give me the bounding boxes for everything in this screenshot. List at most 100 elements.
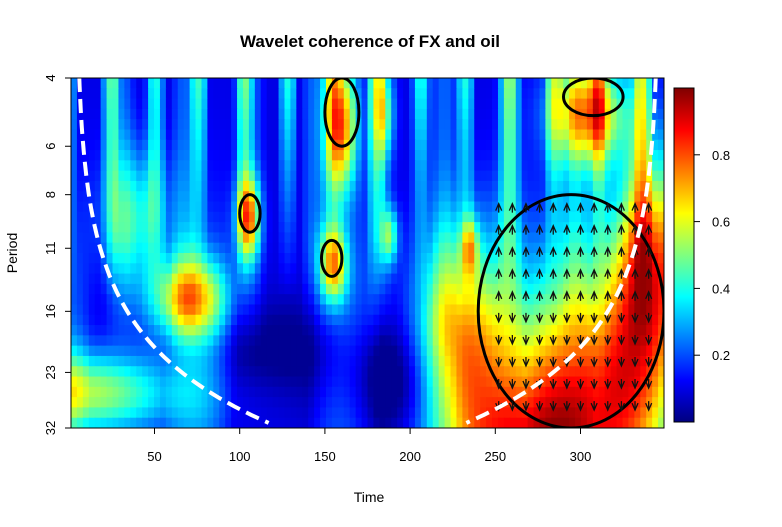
heatmap-cell (533, 129, 541, 141)
heatmap-cell (438, 325, 446, 336)
heatmap-cell (106, 242, 114, 254)
heatmap-cell (124, 191, 131, 203)
heatmap-cell (189, 232, 197, 244)
heatmap-cell (349, 201, 357, 213)
heatmap-cell (474, 160, 481, 172)
heatmap-cell (592, 366, 600, 378)
heatmap-cell (337, 325, 345, 336)
heatmap-cell (468, 376, 475, 388)
heatmap-cell (308, 150, 315, 161)
heatmap-cell (142, 242, 149, 254)
heatmap-cell (100, 160, 108, 172)
heatmap-cell (183, 242, 191, 254)
heatmap-cell (94, 160, 102, 172)
heatmap-cell (403, 407, 410, 419)
heatmap-cell (492, 191, 499, 203)
heatmap-cell (373, 386, 380, 398)
heatmap-cell (225, 407, 232, 419)
heatmap-cell (260, 294, 268, 306)
heatmap-cell (622, 201, 630, 213)
heatmap-cell (569, 376, 576, 388)
heatmap-cell (130, 180, 137, 192)
heatmap-cell (462, 170, 469, 182)
heatmap-cell (545, 139, 552, 151)
heatmap-cell (308, 139, 315, 151)
heatmap-cell (177, 376, 185, 388)
heatmap-cell (189, 88, 197, 100)
heatmap-cell (290, 150, 297, 161)
heatmap-cell (397, 222, 404, 234)
heatmap-cell (320, 325, 327, 336)
phase-arrow (508, 401, 516, 412)
heatmap-cell (551, 386, 558, 398)
heatmap-cell (201, 376, 208, 388)
heatmap-cell (634, 273, 641, 285)
heatmap-cell (136, 253, 143, 264)
heatmap-cell (142, 345, 149, 357)
heatmap-cell (88, 263, 96, 275)
heatmap-cell (225, 88, 232, 100)
heatmap-cell (183, 417, 191, 428)
heatmap-cell (231, 325, 238, 336)
heatmap-cell (355, 222, 363, 234)
heatmap-cell (391, 273, 398, 285)
phase-arrow (549, 379, 557, 390)
significance-contour-4 (238, 193, 262, 234)
heatmap-cell (278, 345, 286, 357)
heatmap-cell (557, 294, 564, 306)
heatmap-cell (450, 191, 458, 203)
heatmap-cell (450, 211, 458, 223)
heatmap-cell (438, 314, 446, 326)
heatmap-cell (296, 211, 303, 223)
heatmap-cell (622, 222, 630, 234)
heatmap-cell (569, 88, 576, 100)
heatmap-cell (373, 263, 380, 275)
heatmap-cell (100, 150, 108, 161)
colorbar-tick-label: 0.2 (712, 348, 730, 363)
heatmap-cell (610, 98, 618, 110)
heatmap-cell (580, 294, 588, 306)
heatmap-cell (76, 335, 84, 347)
heatmap-cell (409, 253, 416, 264)
heatmap-cell (598, 355, 606, 367)
heatmap-cell (557, 98, 564, 110)
heatmap-cell (480, 222, 487, 234)
heatmap-cell (231, 376, 238, 388)
heatmap-cell (219, 366, 226, 378)
heatmap-cell (438, 191, 446, 203)
heatmap-cell (604, 407, 612, 419)
heatmap-cell (302, 253, 309, 264)
heatmap-cell (658, 253, 664, 264)
heatmap-cell (112, 170, 120, 182)
heatmap-cell (130, 232, 137, 244)
heatmap-cell (586, 386, 594, 398)
heatmap-cell (646, 407, 653, 419)
heatmap-cell (521, 119, 529, 131)
heatmap-cell (409, 160, 416, 172)
heatmap-cell (112, 139, 120, 151)
heatmap-cell (652, 170, 659, 182)
phase-arrow (590, 356, 598, 368)
y-tick-label: 11 (43, 242, 58, 256)
heatmap-cell (586, 376, 594, 388)
heatmap-cell (616, 397, 624, 409)
heatmap-cell (118, 253, 125, 264)
heatmap-cell (580, 160, 588, 172)
heatmap-cell (272, 201, 280, 213)
heatmap-cell (468, 211, 475, 223)
heatmap-cell (124, 180, 131, 192)
heatmap-cell (213, 160, 220, 172)
heatmap-cell (343, 88, 351, 100)
heatmap-cell (646, 397, 653, 409)
heatmap-cell (379, 283, 386, 295)
heatmap-cell (302, 180, 309, 192)
heatmap-cell (100, 139, 108, 151)
heatmap-cell (219, 222, 226, 234)
heatmap-cell (515, 417, 523, 428)
heatmap-cell (118, 294, 125, 306)
heatmap-cell (367, 88, 375, 100)
heatmap-cell (610, 88, 618, 100)
heatmap-cell (444, 366, 452, 378)
heatmap-cell (124, 314, 131, 326)
heatmap-cell (112, 345, 120, 357)
